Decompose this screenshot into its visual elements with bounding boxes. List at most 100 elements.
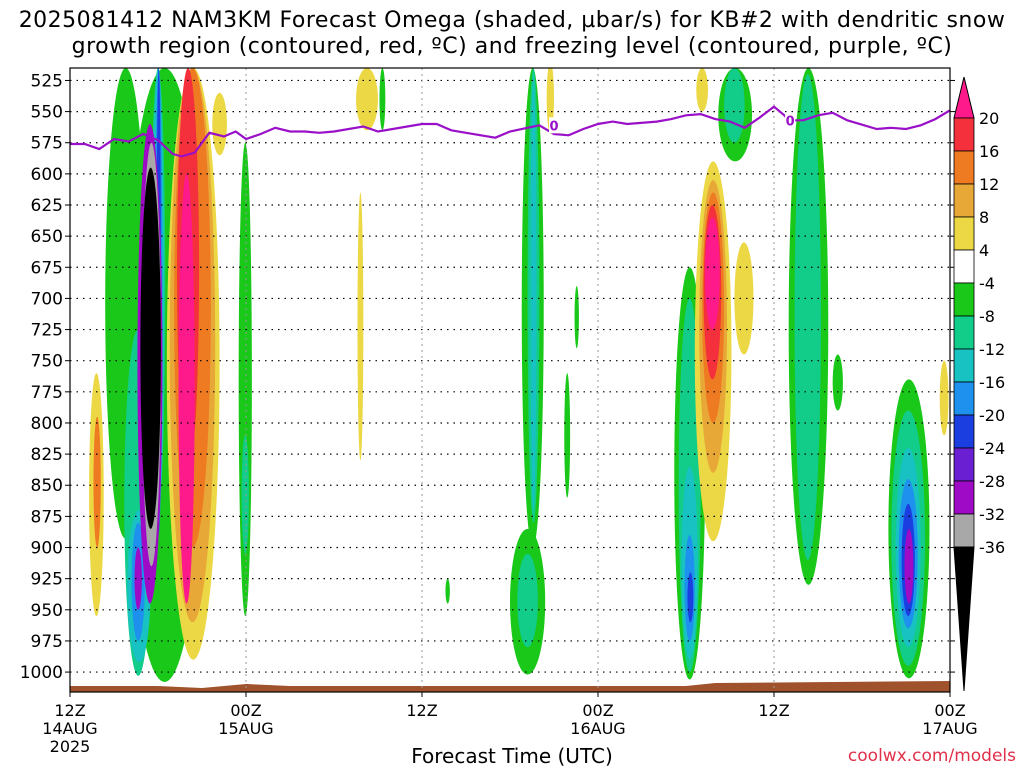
y-tick-label: 850 — [31, 476, 63, 496]
y-tick-label: 925 — [31, 570, 63, 590]
x-tick-label: 2025 — [50, 737, 91, 756]
omega-shade-region — [904, 528, 914, 604]
omega-shade-region — [564, 373, 571, 498]
omega-shade-region — [356, 68, 378, 131]
colorbar-label: 12 — [979, 175, 999, 194]
omega-shade-region — [574, 285, 579, 349]
colorbar-band — [953, 282, 975, 317]
omega-shade-region — [379, 68, 386, 131]
y-tick-label: 575 — [31, 134, 63, 154]
x-tick-label: 00Z — [582, 701, 613, 720]
y-tick-label: 950 — [31, 601, 63, 621]
x-tick-label: 12Z — [758, 701, 789, 720]
omega-shade-region — [939, 360, 949, 436]
colorbar-label: 4 — [979, 241, 989, 260]
y-tick-label: 1000 — [20, 663, 63, 683]
colorbar-label: -36 — [979, 538, 1005, 557]
colorbar-label: -12 — [979, 340, 1005, 359]
credit-link[interactable]: coolwx.com/models — [847, 746, 1016, 766]
colorbar-band — [953, 117, 975, 152]
colorbar-label: -16 — [979, 373, 1005, 392]
x-tick-label: 17AUG — [922, 719, 977, 738]
y-tick-label: 900 — [31, 539, 63, 559]
x-tick-label: 15AUG — [218, 719, 273, 738]
y-tick-label: 550 — [31, 103, 63, 123]
omega-shade-region — [241, 435, 249, 554]
colorbar-label: 8 — [979, 208, 989, 227]
colorbar-label: 20 — [979, 109, 999, 128]
colorbar-band — [953, 348, 975, 383]
omega-shade-region — [687, 572, 694, 623]
y-tick-label: 625 — [31, 196, 63, 216]
omega-shade-region — [517, 553, 538, 648]
colorbar-label: -4 — [979, 274, 995, 293]
colorbar-band — [953, 381, 975, 416]
colorbar-band — [953, 150, 975, 185]
colorbar-band — [953, 447, 975, 482]
y-tick-label: 750 — [31, 352, 63, 372]
freezing-level-label: 0 — [549, 119, 558, 134]
colorbar-band — [953, 249, 975, 284]
ground-surface — [70, 681, 950, 692]
chart-title-line2: growth region (contoured, red, ºC) and f… — [71, 34, 953, 59]
freezing-level-label: 0 — [786, 114, 795, 129]
colorbar-band — [953, 183, 975, 218]
y-tick-label: 600 — [31, 165, 63, 185]
y-tick-label: 650 — [31, 227, 63, 247]
omega-shade-region — [734, 242, 754, 355]
colorbar-label: 16 — [979, 142, 999, 161]
y-axis: 525 550 575 600 625 650 675 700 725 750 775 800 825 8… — [20, 71, 955, 683]
omega-shade-region — [93, 416, 101, 548]
x-axis-label: Forecast Time (UTC) — [411, 744, 613, 768]
omega-shade-region — [445, 578, 450, 604]
colorbar-bottom-arrow — [953, 546, 975, 692]
y-tick-label: 725 — [31, 321, 63, 341]
y-tick-label: 775 — [31, 383, 63, 403]
omega-shade-region — [140, 167, 161, 529]
x-tick-label: 12Z — [54, 701, 85, 720]
x-tick-label: 00Z — [230, 701, 261, 720]
x-tick-label: 16AUG — [570, 719, 625, 738]
omega-shade-region — [530, 74, 537, 511]
ground-strip — [70, 681, 950, 692]
y-tick-label: 975 — [31, 632, 63, 652]
x-tick-label: 12Z — [406, 701, 437, 720]
omega-shade-region — [696, 68, 709, 112]
y-tick-label: 525 — [31, 71, 63, 91]
colorbar-label: -24 — [979, 439, 1005, 458]
colorbar-band — [953, 513, 975, 548]
colorbar-band — [953, 315, 975, 350]
colorbar-top-arrow — [953, 76, 975, 119]
omega-shade-region — [724, 68, 745, 143]
freezing-level-line — [70, 105, 950, 158]
omega-shade-region — [178, 173, 195, 604]
omega-shade-region — [705, 217, 720, 330]
freezing-label-bg — [549, 117, 559, 134]
colorbar-label: -20 — [979, 406, 1005, 425]
freezing-label-bg — [785, 112, 796, 129]
omega-shade-region — [832, 354, 843, 411]
y-tick-label: 800 — [31, 414, 63, 434]
y-tick-label: 875 — [31, 507, 63, 527]
y-tick-label: 675 — [31, 258, 63, 278]
omega-shade-region — [357, 192, 364, 461]
colorbar-label: -32 — [979, 505, 1005, 524]
colorbar: 20 16 12 8 4 -4 -8 -12 -16 -20 -24 -28 -32 -36 — [953, 76, 1005, 692]
colorbar-label: -28 — [979, 472, 1005, 491]
colorbar-label: -8 — [979, 307, 995, 326]
plot-frame — [69, 67, 951, 693]
x-tick-label: 14AUG — [42, 719, 97, 738]
chart-title-line1: 2025081412 NAM3KM Forecast Omega (shaded… — [18, 8, 1006, 33]
omega-shade-region — [794, 74, 821, 560]
x-tick-label: 00Z — [934, 701, 965, 720]
omega-shading — [89, 68, 949, 683]
colorbar-band — [953, 414, 975, 449]
y-tick-label: 825 — [31, 445, 63, 465]
y-tick-label: 700 — [31, 289, 63, 309]
colorbar-band — [953, 216, 975, 251]
omega-shade-region — [212, 92, 227, 156]
colorbar-band — [953, 480, 975, 515]
